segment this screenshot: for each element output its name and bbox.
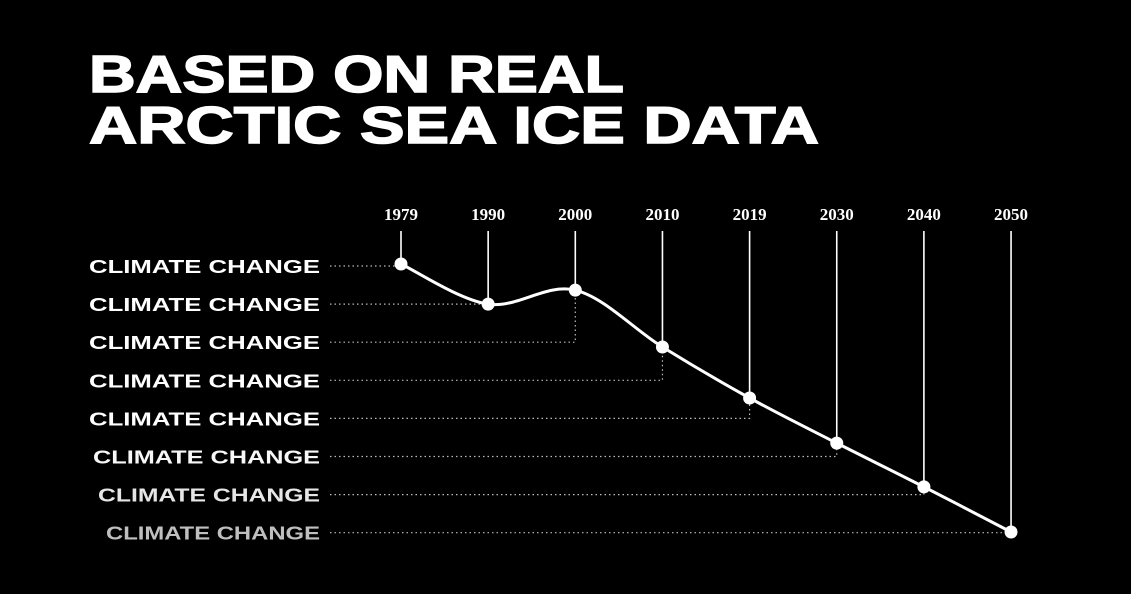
year-label: 2010	[645, 205, 679, 224]
row-label: CLIMATE CHANGE	[89, 295, 320, 315]
data-point	[394, 257, 408, 271]
data-point	[481, 297, 495, 311]
row-label: CLIMATE CHANGE	[98, 486, 320, 506]
ice-extent-line	[400, 262, 1012, 534]
row-label: CLIMATE CHANGE	[89, 409, 320, 429]
year-label: 2030	[820, 205, 854, 224]
data-point	[743, 391, 757, 405]
dotted-connector	[330, 290, 576, 343]
title-line-1: BASED ON REAL	[89, 46, 624, 104]
dotted-connector	[330, 398, 751, 419]
dotted-connector	[330, 347, 664, 381]
title-line-2: ARCTIC SEA ICE DATA	[89, 97, 819, 155]
year-label: 1990	[471, 205, 505, 224]
data-point	[1004, 525, 1018, 539]
row-label: CLIMATE CHANGE	[89, 371, 320, 391]
data-point	[917, 480, 931, 494]
row-label: CLIMATE CHANGE	[89, 257, 320, 277]
data-point	[830, 436, 844, 450]
data-point	[568, 283, 582, 297]
year-label: 2000	[558, 205, 592, 224]
year-label: 1979	[384, 205, 418, 224]
dotted-connector	[330, 443, 838, 458]
row-label: CLIMATE CHANGE	[106, 524, 320, 544]
row-label: CLIMATE CHANGE	[89, 333, 320, 353]
dotted-connector	[330, 532, 1012, 534]
year-label: 2019	[733, 205, 767, 224]
data-point	[655, 340, 669, 354]
year-label: 2050	[994, 205, 1028, 224]
row-label: CLIMATE CHANGE	[93, 448, 320, 468]
year-label: 2040	[907, 205, 941, 224]
dotted-connector	[330, 486, 925, 496]
